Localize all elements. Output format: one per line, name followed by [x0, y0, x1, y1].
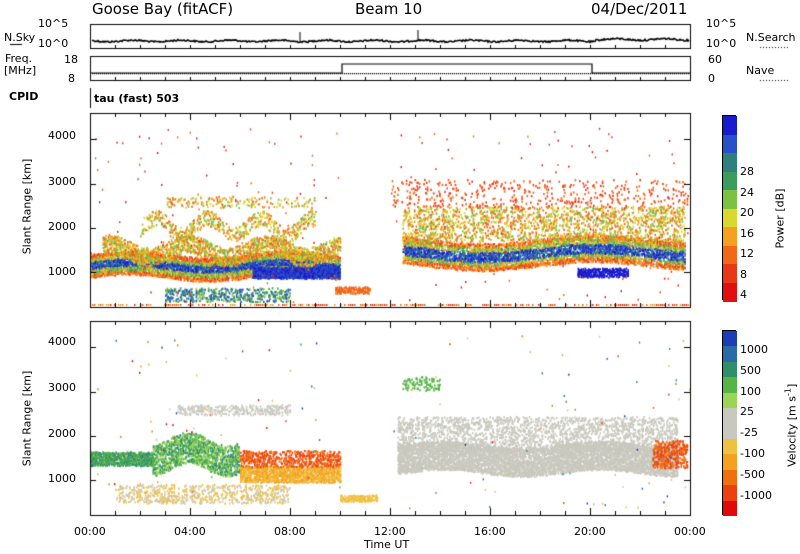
colorbar-swatch: [723, 346, 737, 363]
colorbar-swatch: [723, 282, 737, 302]
station-title: Goose Bay (fitACF): [92, 0, 234, 18]
power-cb-tick: 8: [740, 268, 747, 281]
cpid-label: CPID: [9, 90, 39, 103]
colorbar-swatch: [723, 227, 737, 246]
freq-tick-bottom: 8: [68, 72, 75, 85]
colorbar-swatch: [723, 438, 737, 455]
x-tick: 04:00: [174, 525, 206, 538]
colorbar-swatch: [723, 134, 737, 154]
freq-label-line2: [MHz]: [4, 64, 37, 77]
date-title: 04/Dec/2011: [591, 0, 688, 18]
velocity-cb-tick: 1000: [740, 343, 768, 356]
x-axis-label: Time UT: [364, 538, 410, 551]
nave-tick-top: 60: [708, 53, 722, 66]
colorbar-swatch: [723, 171, 737, 191]
velocity-cb-tick: -500: [740, 468, 765, 481]
x-tick: 00:00: [74, 525, 106, 538]
x-tick: 12:00: [374, 525, 406, 538]
power-colorbar-label: Power [dB]: [773, 188, 787, 249]
nsearch-tick-top: 10^5: [706, 17, 737, 30]
velocity-ylabel: Slant Range [km]: [20, 370, 34, 467]
colorbar-swatch: [723, 208, 737, 228]
velocity-ytick: 4000: [48, 335, 76, 348]
nsearch-label: N.Search: [746, 31, 796, 44]
nsky-tick-bottom: 10^0: [38, 37, 69, 50]
power-cb-tick: 16: [740, 227, 754, 240]
power-cb-tick: 24: [740, 186, 754, 199]
power-ylabel: Slant Range [km]: [20, 158, 34, 255]
freq-tick-top: 18: [64, 53, 78, 66]
velocity-cb-tick: -25: [740, 426, 758, 439]
colorbar-swatch: [723, 500, 737, 517]
colorbar-swatch: [723, 245, 737, 265]
velocity-colorbar-label: Velocity [m s-1]: [783, 383, 799, 467]
velocity-ytick: 3000: [48, 381, 76, 394]
velocity-ytick: 2000: [48, 427, 76, 440]
colorbar-swatch: [723, 377, 737, 394]
freq-label-line1: Freq.: [5, 52, 33, 65]
power-colorbar: [722, 115, 737, 302]
nsky-tick-top: 10^5: [38, 17, 69, 30]
colorbar-swatch: [723, 331, 737, 347]
colorbar-swatch: [723, 116, 737, 135]
nave-label: Nave: [746, 64, 775, 77]
cpid-value: tau (fast) 503: [94, 92, 180, 105]
colorbar-swatch: [723, 469, 737, 486]
colorbar-swatch: [723, 408, 737, 424]
power-cb-tick: 4: [740, 288, 747, 301]
colorbar-swatch: [723, 190, 737, 209]
velocity-ytick: 1000: [48, 472, 76, 485]
colorbar-swatch: [723, 392, 737, 409]
nave-tick-bottom: 0: [708, 72, 715, 85]
x-tick: 20:00: [574, 525, 606, 538]
power-cb-tick: 28: [740, 165, 754, 178]
colorbar-swatch: [723, 485, 737, 502]
x-tick: 16:00: [474, 525, 506, 538]
beam-title: Beam 10: [355, 0, 423, 18]
colorbar-swatch: [723, 423, 737, 440]
colorbar-swatch: [723, 361, 737, 378]
velocity-cb-tick: 500: [740, 364, 761, 377]
colorbar-swatch: [723, 264, 737, 283]
power-ytick: 3000: [48, 175, 76, 188]
colorbar-swatch: [723, 454, 737, 471]
power-cb-tick: 12: [740, 247, 754, 260]
x-tick: 08:00: [274, 525, 306, 538]
power-cb-tick: 20: [740, 206, 754, 219]
nsearch-tick-bottom: 10^0: [706, 37, 737, 50]
power-ytick: 4000: [48, 129, 76, 142]
velocity-cb-tick: 25: [740, 405, 754, 418]
velocity-cb-tick: 100: [740, 385, 761, 398]
velocity-colorbar: [722, 330, 737, 517]
power-ytick: 1000: [48, 265, 76, 278]
colorbar-swatch: [723, 153, 737, 172]
x-tick: 00:00: [674, 525, 706, 538]
velocity-cb-tick: -100: [740, 447, 765, 460]
nsky-label: N.Sky: [4, 31, 36, 44]
power-ytick: 2000: [48, 220, 76, 233]
velocity-cb-tick: -1000: [740, 489, 772, 502]
